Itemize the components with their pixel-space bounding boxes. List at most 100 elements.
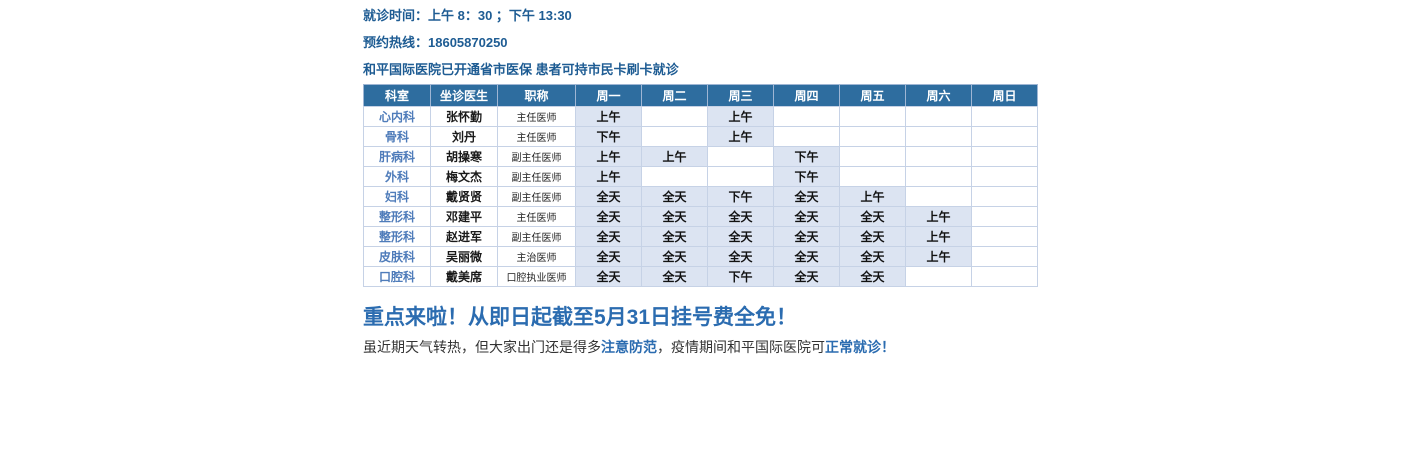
schedule-day-cell [971, 266, 1038, 287]
schedule-day-cell: 全天 [641, 246, 708, 267]
column-header: 坐诊医生 [430, 84, 498, 107]
note-highlight-prevention: 注意防范 [601, 339, 657, 355]
schedule-day-cell: 全天 [575, 246, 642, 267]
schedule-day-cell [839, 126, 906, 147]
schedule-day-cell: 上午 [707, 126, 774, 147]
schedule-day-cell: 上午 [905, 226, 972, 247]
doctor-name-cell: 张怀勤 [430, 106, 498, 127]
schedule-day-cell: 全天 [575, 266, 642, 287]
promo-heading: 重点来啦！从即日起截至5月31日挂号费全免！ [363, 306, 798, 329]
column-header: 周六 [905, 84, 972, 107]
doctor-name-cell: 胡操寒 [430, 146, 498, 167]
schedule-day-cell [971, 106, 1038, 127]
doctor-name-cell: 赵进军 [430, 226, 498, 247]
schedule-day-cell: 下午 [707, 266, 774, 287]
job-title-cell: 副主任医师 [497, 146, 576, 167]
schedule-day-cell [839, 146, 906, 167]
note-highlight-normal-visit: 正常就诊！ [825, 339, 895, 355]
department-cell: 外科 [363, 166, 431, 187]
table-row: 整形科 赵进军 副主任医师 全天 全天 全天 全天 全天 上午 [363, 226, 1038, 247]
schedule-day-cell [773, 106, 840, 127]
doctor-name-cell: 邓建平 [430, 206, 498, 227]
schedule-day-cell: 全天 [707, 226, 774, 247]
visit-time-text: 就诊时间：上午 8：30 ；下午 13:30 [363, 8, 572, 23]
table-row: 皮肤科 吴丽微 主治医师 全天 全天 全天 全天 全天 上午 [363, 246, 1038, 267]
schedule-day-cell [971, 186, 1038, 207]
schedule-day-cell [905, 266, 972, 287]
schedule-day-cell: 全天 [773, 266, 840, 287]
schedule-day-cell: 上午 [905, 206, 972, 227]
schedule-day-cell [971, 146, 1038, 167]
department-cell: 骨科 [363, 126, 431, 147]
doctor-name-cell: 刘丹 [430, 126, 498, 147]
department-cell: 口腔科 [363, 266, 431, 287]
column-header: 周一 [575, 84, 642, 107]
table-row: 妇科 戴贤贤 副主任医师 全天 全天 下午 全天 上午 [363, 186, 1038, 207]
schedule-day-cell [707, 166, 774, 187]
schedule-day-cell [971, 166, 1038, 187]
schedule-day-cell: 下午 [707, 186, 774, 207]
schedule-day-cell: 全天 [839, 206, 906, 227]
column-header: 周二 [641, 84, 708, 107]
schedule-day-cell: 上午 [839, 186, 906, 207]
department-cell: 整形科 [363, 226, 431, 247]
job-title-cell: 副主任医师 [497, 226, 576, 247]
department-cell: 肝病科 [363, 146, 431, 167]
promo-note: 虽近期天气转热，但大家出门还是得多注意防范，疫情期间和平国际医院可正常就诊！ [363, 338, 1083, 356]
schedule-day-cell: 全天 [641, 206, 708, 227]
job-title-cell: 口腔执业医师 [497, 266, 576, 287]
schedule-day-cell: 全天 [773, 226, 840, 247]
table-row: 整形科 邓建平 主任医师 全天 全天 全天 全天 全天 上午 [363, 206, 1038, 227]
schedule-day-cell [905, 126, 972, 147]
schedule-day-cell: 全天 [707, 246, 774, 267]
schedule-day-cell: 上午 [575, 166, 642, 187]
schedule-day-cell: 全天 [773, 246, 840, 267]
doctor-name-cell: 戴美席 [430, 266, 498, 287]
schedule-day-cell [641, 126, 708, 147]
table-row: 口腔科 戴美席 口腔执业医师 全天 全天 下午 全天 全天 [363, 266, 1038, 287]
schedule-day-cell [971, 206, 1038, 227]
schedule-day-cell [971, 126, 1038, 147]
schedule-day-cell [773, 126, 840, 147]
job-title-cell: 副主任医师 [497, 186, 576, 207]
doctor-name-cell: 梅文杰 [430, 166, 498, 187]
department-cell: 妇科 [363, 186, 431, 207]
schedule-day-cell [641, 166, 708, 187]
job-title-cell: 主任医师 [497, 106, 576, 127]
note-text-part1: 虽近期天气转热，但大家出门还是得多 [363, 339, 601, 355]
schedule-day-cell [971, 226, 1038, 247]
schedule-day-cell: 下午 [575, 126, 642, 147]
schedule-day-cell: 全天 [839, 226, 906, 247]
schedule-day-cell [641, 106, 708, 127]
schedule-day-cell [707, 146, 774, 167]
table-row: 肝病科 胡操寒 副主任医师 上午 上午 下午 [363, 146, 1038, 167]
hotline-text: 预约热线：18605870250 [363, 35, 508, 50]
job-title-cell: 主任医师 [497, 206, 576, 227]
schedule-day-cell: 上午 [575, 146, 642, 167]
schedule-day-cell: 上午 [707, 106, 774, 127]
job-title-cell: 主治医师 [497, 246, 576, 267]
schedule-day-cell [905, 166, 972, 187]
insurance-notice-text: 和平国际医院已开通省市医保 患者可持市民卡刷卡就诊 [363, 62, 679, 77]
schedule-day-cell: 全天 [641, 186, 708, 207]
schedule-day-cell [971, 246, 1038, 267]
column-header: 周三 [707, 84, 774, 107]
schedule-day-cell: 全天 [575, 226, 642, 247]
schedule-day-cell: 全天 [575, 206, 642, 227]
schedule-day-cell: 全天 [575, 186, 642, 207]
job-title-cell: 主任医师 [497, 126, 576, 147]
schedule-day-cell: 全天 [641, 226, 708, 247]
schedule-day-cell: 全天 [641, 266, 708, 287]
schedule-day-cell: 上午 [641, 146, 708, 167]
schedule-day-cell: 全天 [839, 266, 906, 287]
column-header: 科室 [363, 84, 431, 107]
table-row: 外科 梅文杰 副主任医师 上午 下午 [363, 166, 1038, 187]
schedule-day-cell [905, 146, 972, 167]
schedule-day-cell: 全天 [773, 206, 840, 227]
column-header: 职称 [497, 84, 576, 107]
job-title-cell: 副主任医师 [497, 166, 576, 187]
doctor-name-cell: 吴丽微 [430, 246, 498, 267]
table-row: 骨科 刘丹 主任医师 下午 上午 [363, 126, 1038, 147]
doctor-name-cell: 戴贤贤 [430, 186, 498, 207]
